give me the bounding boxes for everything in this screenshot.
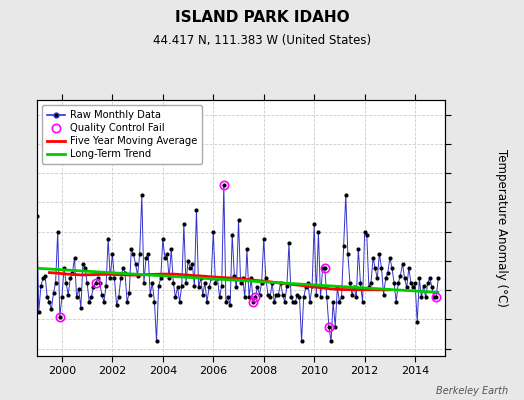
Y-axis label: Temperature Anomaly (°C): Temperature Anomaly (°C) [495,149,508,307]
Legend: Raw Monthly Data, Quality Control Fail, Five Year Moving Average, Long-Term Tren: Raw Monthly Data, Quality Control Fail, … [42,105,202,164]
Text: Berkeley Earth: Berkeley Earth [436,386,508,396]
Text: ISLAND PARK IDAHO: ISLAND PARK IDAHO [174,10,350,25]
Text: 44.417 N, 111.383 W (United States): 44.417 N, 111.383 W (United States) [153,34,371,47]
